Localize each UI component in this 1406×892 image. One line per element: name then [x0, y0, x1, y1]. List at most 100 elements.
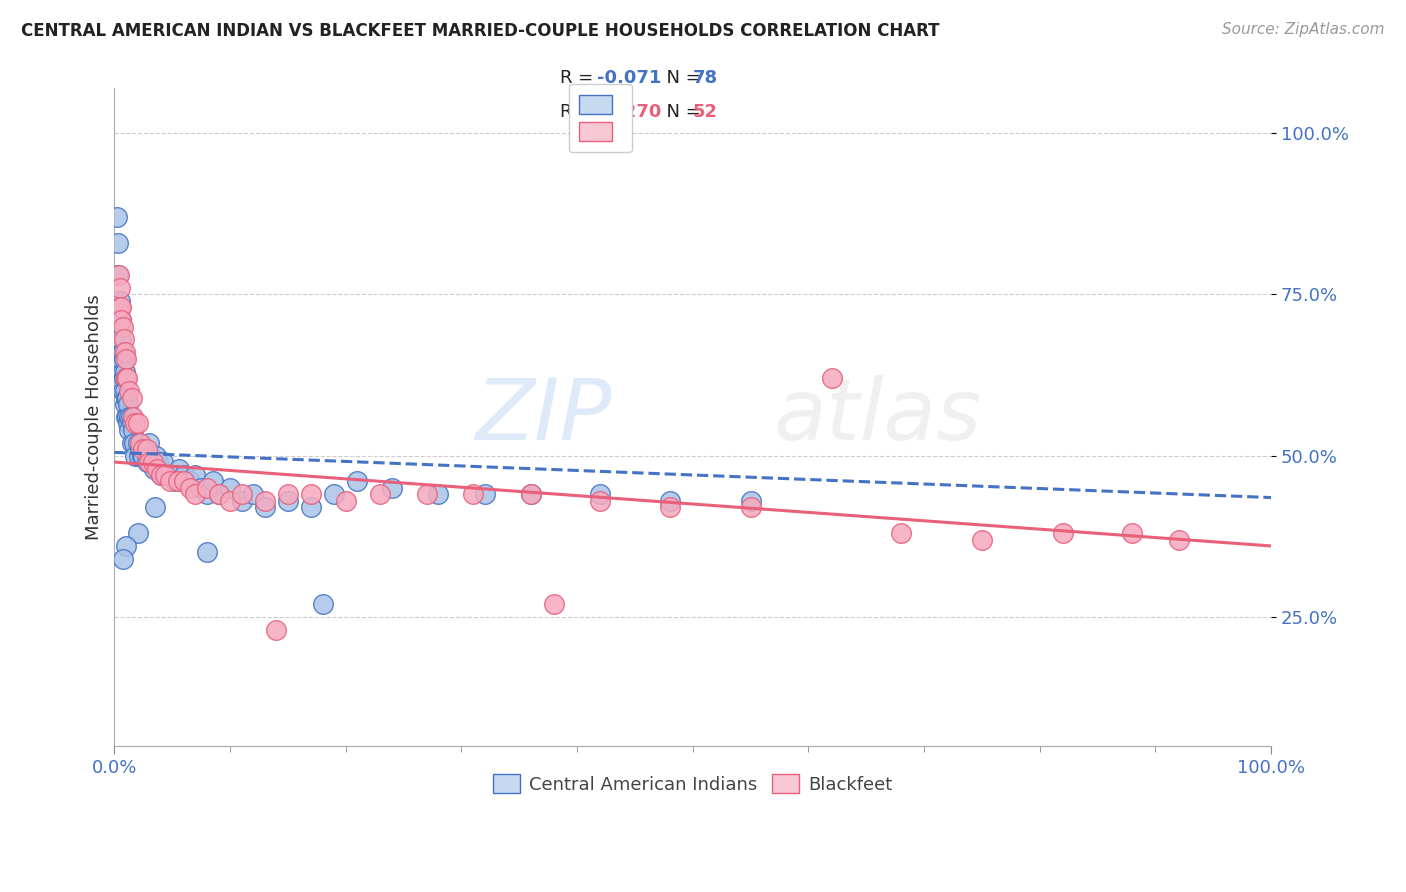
- Point: [135, 442, 157, 457]
- Point: [219, 493, 242, 508]
- Point: [335, 493, 357, 508]
- Point: [127, 526, 149, 541]
- Point: [173, 467, 195, 482]
- Point: [155, 467, 177, 482]
- Text: 78: 78: [693, 69, 718, 87]
- Point: [195, 481, 218, 495]
- Point: [108, 268, 131, 282]
- Point: [118, 409, 141, 424]
- Text: -0.270: -0.270: [596, 103, 661, 121]
- Text: Source: ZipAtlas.com: Source: ZipAtlas.com: [1222, 22, 1385, 37]
- Point: [323, 487, 346, 501]
- Point: [184, 467, 207, 482]
- Point: [114, 397, 136, 411]
- Point: [142, 461, 165, 475]
- Point: [299, 500, 322, 515]
- Point: [520, 487, 543, 501]
- Point: [658, 500, 681, 515]
- Point: [740, 493, 762, 508]
- Point: [138, 435, 160, 450]
- Point: [108, 319, 131, 334]
- Point: [201, 475, 224, 489]
- Point: [128, 435, 150, 450]
- Point: [159, 467, 181, 482]
- Point: [115, 371, 138, 385]
- Point: [114, 345, 136, 359]
- Point: [115, 409, 138, 424]
- Point: [115, 539, 138, 553]
- Point: [195, 487, 218, 501]
- Point: [131, 449, 153, 463]
- Point: [167, 475, 190, 489]
- Point: [890, 526, 912, 541]
- Point: [231, 493, 253, 508]
- Point: [146, 461, 169, 475]
- Point: [115, 351, 138, 366]
- Point: [207, 487, 229, 501]
- Point: [111, 552, 134, 566]
- Point: [111, 384, 134, 398]
- Legend: Central American Indians, Blackfeet: Central American Indians, Blackfeet: [484, 765, 901, 803]
- Text: ZIP: ZIP: [475, 376, 612, 458]
- Text: atlas: atlas: [773, 376, 981, 458]
- Point: [108, 333, 131, 347]
- Point: [184, 487, 207, 501]
- Point: [138, 455, 160, 469]
- Point: [111, 365, 134, 379]
- Point: [415, 487, 437, 501]
- Point: [108, 281, 131, 295]
- Point: [105, 210, 128, 224]
- Point: [127, 435, 149, 450]
- Point: [253, 493, 276, 508]
- Point: [658, 493, 681, 508]
- Point: [114, 365, 136, 379]
- Point: [120, 409, 142, 424]
- Point: [121, 417, 143, 431]
- Point: [195, 545, 218, 559]
- Point: [122, 409, 145, 424]
- Point: [124, 417, 146, 431]
- Point: [110, 313, 132, 327]
- Text: CENTRAL AMERICAN INDIAN VS BLACKFEET MARRIED-COUPLE HOUSEHOLDS CORRELATION CHART: CENTRAL AMERICAN INDIAN VS BLACKFEET MAR…: [21, 22, 939, 40]
- Point: [121, 391, 143, 405]
- Point: [242, 487, 264, 501]
- Point: [346, 475, 368, 489]
- Text: R =: R =: [560, 69, 599, 87]
- Point: [163, 475, 186, 489]
- Y-axis label: Married-couple Households: Married-couple Households: [86, 294, 103, 540]
- Point: [132, 442, 155, 457]
- Point: [740, 500, 762, 515]
- Point: [128, 442, 150, 457]
- Point: [117, 397, 139, 411]
- Point: [167, 461, 190, 475]
- Text: N =: N =: [655, 103, 706, 121]
- Point: [589, 493, 612, 508]
- Point: [589, 487, 612, 501]
- Point: [149, 467, 172, 482]
- Point: [381, 481, 404, 495]
- Point: [115, 391, 138, 405]
- Point: [145, 449, 167, 463]
- Point: [219, 481, 242, 495]
- Text: R =: R =: [560, 103, 599, 121]
- Point: [474, 487, 496, 501]
- Point: [114, 384, 136, 398]
- Point: [108, 293, 131, 308]
- Point: [277, 487, 299, 501]
- Point: [117, 417, 139, 431]
- Point: [179, 475, 201, 489]
- Point: [112, 333, 135, 347]
- Point: [107, 268, 129, 282]
- Point: [110, 333, 132, 347]
- Point: [122, 435, 145, 450]
- Point: [110, 351, 132, 366]
- Point: [277, 493, 299, 508]
- Point: [152, 455, 174, 469]
- Point: [108, 307, 131, 321]
- Point: [110, 313, 132, 327]
- Point: [135, 455, 157, 469]
- Point: [127, 417, 149, 431]
- Point: [148, 455, 170, 469]
- Point: [299, 487, 322, 501]
- Point: [461, 487, 484, 501]
